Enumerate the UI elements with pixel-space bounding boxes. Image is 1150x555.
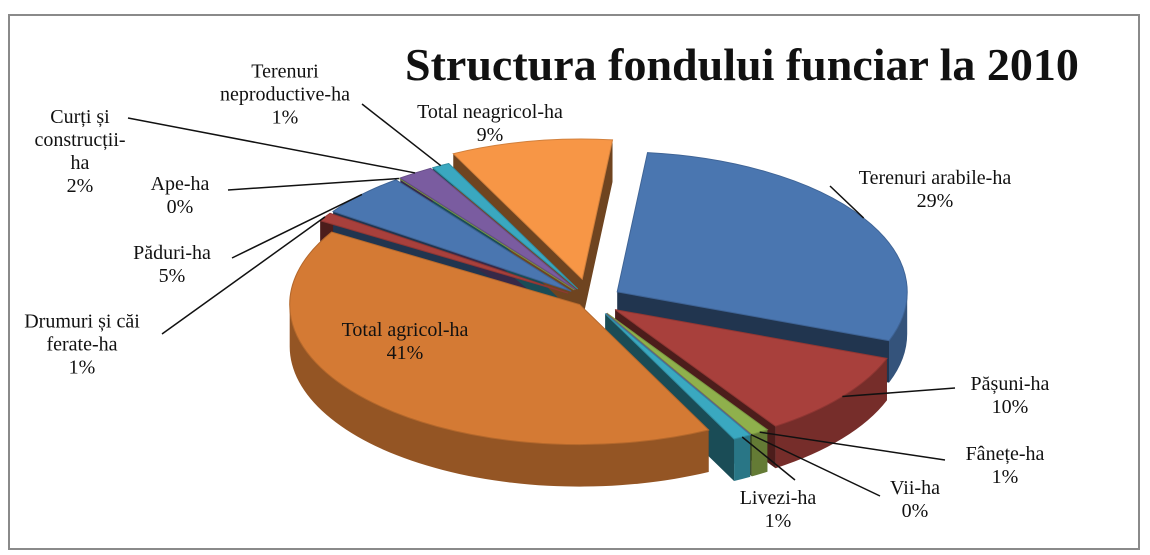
label-value: 2% xyxy=(66,175,94,197)
leader-line xyxy=(829,185,865,219)
leader-line xyxy=(750,433,881,497)
leader-line xyxy=(842,387,956,398)
leader-line xyxy=(231,193,363,259)
slice-wall xyxy=(453,139,613,322)
slice-side xyxy=(751,429,768,477)
slice xyxy=(616,152,908,342)
data-label: Ape-ha 0% xyxy=(135,173,225,219)
data-label: Curți și construcții-ha 2% xyxy=(30,106,130,198)
label-name: Terenuri arabile-ha xyxy=(858,167,1012,189)
chart-title: Structura fondului funciar la 2010 xyxy=(405,39,1079,90)
slice xyxy=(452,138,614,281)
label-value: 9% xyxy=(476,124,504,146)
slice xyxy=(289,231,710,446)
data-label: Drumuri și căi ferate-ha 1% xyxy=(2,311,162,380)
label-name: Vii-ha xyxy=(890,477,940,499)
data-label: Pășuni-ha 10% xyxy=(950,373,1070,419)
leader-line xyxy=(161,216,326,335)
label-value: 0% xyxy=(166,196,194,218)
label-value: 41% xyxy=(386,342,424,364)
data-label: Păduri-ha 5% xyxy=(117,242,227,288)
label-name: Ape-ha xyxy=(150,173,210,195)
data-label: Terenuri neproductive-ha 1% xyxy=(195,61,375,130)
leader-line xyxy=(227,177,399,191)
label-name: Curți și construcții-ha xyxy=(34,106,126,174)
label-value: 1% xyxy=(271,106,299,129)
leader-line xyxy=(741,436,796,481)
slice xyxy=(399,167,576,290)
label-value: 1% xyxy=(68,356,96,379)
data-label: Total agricol-ha 41% xyxy=(310,319,500,365)
slice xyxy=(605,312,752,436)
data-label: Livezi-ha 1% xyxy=(723,487,833,533)
label-name: Pășuni-ha xyxy=(970,373,1050,395)
slice-side xyxy=(889,291,908,383)
slice-side xyxy=(289,304,709,487)
label-name: Terenuri neproductive-ha xyxy=(220,60,350,106)
label-name: Fânețe-ha xyxy=(965,443,1045,465)
label-name: Total agricol-ha xyxy=(341,319,469,341)
data-label: Vii-ha 0% xyxy=(870,477,960,523)
label-value: 10% xyxy=(991,396,1029,418)
label-name: Livezi-ha xyxy=(739,487,817,509)
data-label: Terenuri arabile-ha 29% xyxy=(820,167,1050,213)
frame xyxy=(8,14,1140,550)
label-value: 29% xyxy=(916,190,954,212)
leader-line xyxy=(361,103,442,167)
label-value: 1% xyxy=(991,466,1019,488)
slice-side xyxy=(734,434,751,482)
label-value: 1% xyxy=(764,510,792,532)
slice xyxy=(331,179,572,292)
label-value: 5% xyxy=(158,265,186,287)
slice xyxy=(398,178,575,291)
label-name: Drumuri și căi ferate-ha xyxy=(24,310,140,356)
slice xyxy=(614,309,888,427)
label-name: Total neagricol-ha xyxy=(417,101,563,123)
label-name: Păduri-ha xyxy=(133,242,211,264)
data-label: Total neagricol-ha 9% xyxy=(405,101,575,147)
slice-wall xyxy=(605,313,751,482)
leader-line xyxy=(759,431,946,461)
data-label: Fânețe-ha 1% xyxy=(940,443,1070,489)
label-value: 0% xyxy=(901,500,929,522)
leader-line xyxy=(127,117,416,174)
